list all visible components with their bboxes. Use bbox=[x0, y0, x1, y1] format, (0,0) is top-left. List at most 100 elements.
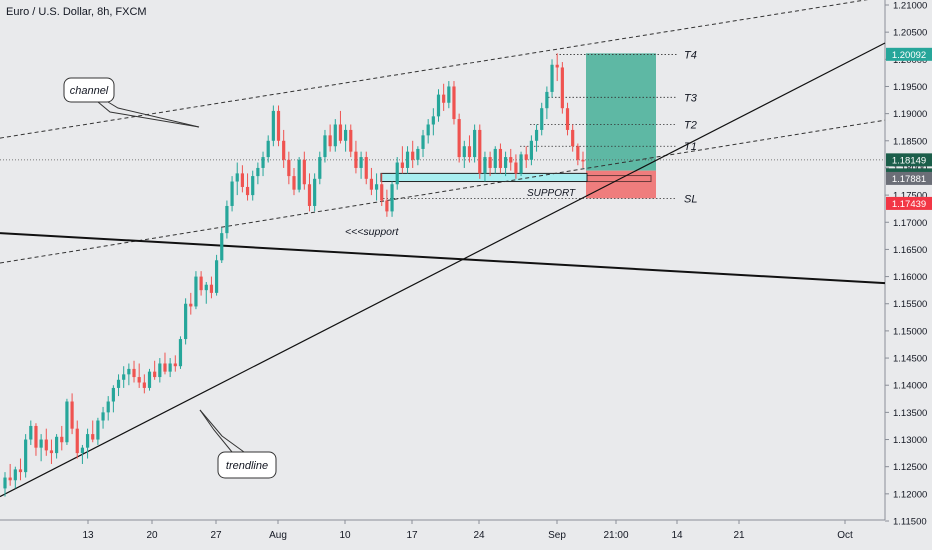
candle-body bbox=[287, 159, 291, 177]
candle-body bbox=[421, 135, 425, 149]
candle-body bbox=[60, 436, 64, 443]
y-tick-label: 1.19000 bbox=[893, 109, 927, 120]
y-tick-label: 1.15000 bbox=[893, 326, 927, 337]
candle-body bbox=[55, 436, 59, 454]
candle-body bbox=[91, 434, 95, 440]
trendline-callout-text: trendline bbox=[226, 460, 268, 472]
candle-body bbox=[302, 159, 306, 185]
candle-body bbox=[75, 428, 79, 454]
candle-body bbox=[39, 439, 43, 448]
candle-body bbox=[344, 129, 348, 141]
candle-body bbox=[29, 425, 33, 440]
channel-lower-line bbox=[0, 119, 886, 264]
candle-body bbox=[457, 119, 461, 158]
candle-body bbox=[276, 110, 281, 141]
candle-body bbox=[106, 401, 110, 413]
candle-body bbox=[292, 176, 296, 190]
channel-pointer bbox=[107, 101, 200, 128]
candle-body bbox=[405, 151, 410, 168]
candle-body bbox=[80, 447, 85, 454]
candle-body bbox=[385, 200, 389, 212]
x-tick-label: Oct bbox=[837, 530, 853, 541]
chart-title: Euro / U.S. Dollar, 8h, FXCM bbox=[6, 6, 147, 18]
candle-body bbox=[240, 173, 244, 187]
y-tick-label: 1.14000 bbox=[893, 381, 927, 392]
candle-body bbox=[328, 135, 332, 147]
y-tick-label: 1.12500 bbox=[893, 462, 927, 473]
candle-body bbox=[550, 64, 554, 92]
candle-body bbox=[220, 233, 224, 261]
candle-body bbox=[514, 162, 518, 174]
candle-body bbox=[369, 178, 374, 190]
candle-body bbox=[560, 67, 564, 109]
level-label-t3: T3 bbox=[684, 92, 698, 104]
level-label-t4: T4 bbox=[684, 49, 697, 61]
price-badge-bg bbox=[886, 171, 932, 185]
trendline-pointer-2 bbox=[199, 409, 245, 453]
candle-body bbox=[442, 94, 446, 103]
candle-body bbox=[338, 124, 343, 141]
candle-body bbox=[266, 140, 270, 158]
candle-body bbox=[436, 94, 441, 117]
candle-body bbox=[189, 303, 193, 307]
candle-body bbox=[209, 284, 214, 293]
candle-body bbox=[467, 146, 472, 158]
candle-body bbox=[184, 303, 188, 340]
candle-body bbox=[235, 173, 239, 182]
stop-zone bbox=[586, 170, 656, 199]
candle-body bbox=[333, 124, 337, 147]
candle-body bbox=[101, 412, 105, 421]
candle-body bbox=[225, 205, 229, 234]
candle-body bbox=[488, 157, 492, 168]
x-tick-label: 10 bbox=[339, 530, 351, 541]
candle-body bbox=[122, 374, 126, 380]
candle-body bbox=[540, 108, 544, 130]
candle-body bbox=[297, 159, 301, 190]
candle-body bbox=[85, 434, 90, 448]
candle-body bbox=[400, 162, 404, 168]
candle-body bbox=[44, 439, 48, 451]
candle-body bbox=[364, 157, 368, 179]
candle-body bbox=[313, 178, 317, 206]
y-tick-label: 1.14500 bbox=[893, 354, 927, 365]
candle-body bbox=[576, 146, 580, 160]
x-tick-label: 21:00 bbox=[603, 530, 628, 541]
candle-body bbox=[199, 276, 203, 291]
candle-body bbox=[65, 401, 69, 443]
y-tick-label: 1.13500 bbox=[893, 408, 927, 419]
candle-body bbox=[307, 184, 312, 206]
y-tick-label: 1.12000 bbox=[893, 489, 927, 500]
candle-body bbox=[261, 157, 265, 168]
candle-body bbox=[24, 439, 28, 473]
support-zone-box bbox=[380, 172, 588, 183]
y-tick-label: 1.17500 bbox=[893, 191, 927, 202]
candle-body bbox=[147, 371, 152, 388]
price-badge-label: 1.17439 bbox=[892, 199, 926, 210]
x-tick-label: 13 bbox=[82, 530, 94, 541]
candle-body bbox=[178, 339, 183, 367]
candle-body bbox=[96, 420, 100, 440]
price-badge-bg bbox=[886, 153, 932, 167]
y-tick-label: 1.19500 bbox=[893, 82, 927, 93]
resistance-line bbox=[0, 232, 886, 285]
candle-body bbox=[380, 184, 384, 201]
candle-body bbox=[545, 91, 549, 109]
x-tick-label: 27 bbox=[210, 530, 222, 541]
candle-body bbox=[318, 157, 322, 179]
candle-body bbox=[534, 129, 539, 141]
candle-body bbox=[132, 368, 136, 378]
x-tick-label: Aug bbox=[269, 530, 287, 541]
candle-body bbox=[256, 167, 260, 177]
candle-body bbox=[447, 86, 451, 103]
y-tick-label: 1.18500 bbox=[893, 136, 927, 147]
candle-body bbox=[116, 379, 121, 388]
candle-body bbox=[111, 387, 115, 402]
x-tick-label: Sep bbox=[548, 530, 566, 541]
candle-body bbox=[214, 260, 219, 293]
candle-body bbox=[127, 368, 131, 375]
candle-body bbox=[349, 129, 353, 152]
candle-body bbox=[473, 129, 477, 158]
candle-body bbox=[555, 64, 559, 68]
candle-body bbox=[452, 86, 456, 120]
